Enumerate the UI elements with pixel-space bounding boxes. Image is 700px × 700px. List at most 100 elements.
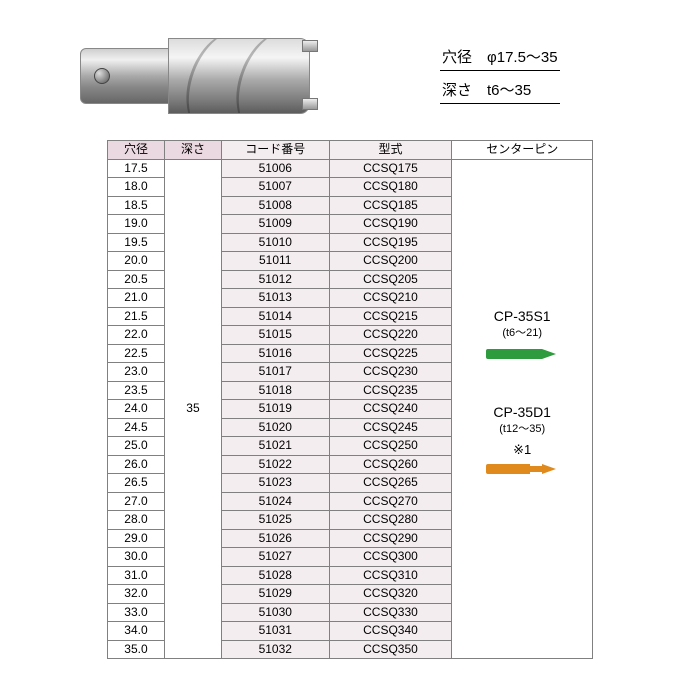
cell-diameter: 20.5 <box>108 270 165 289</box>
cell-code: 51007 <box>221 178 329 197</box>
cell-model: CCSQ310 <box>329 566 452 585</box>
cell-diameter: 22.5 <box>108 344 165 363</box>
tool-illustration <box>80 20 320 130</box>
cell-model: CCSQ265 <box>329 474 452 493</box>
centerpin-2-sub: (t12～35) <box>452 421 592 439</box>
top-section: 穴径 φ17.5～35 深さ t6～35 <box>0 0 700 140</box>
cell-diameter: 18.0 <box>108 178 165 197</box>
cell-code: 51024 <box>221 492 329 511</box>
cell-diameter: 28.0 <box>108 511 165 530</box>
cell-diameter: 26.5 <box>108 474 165 493</box>
cell-diameter: 33.0 <box>108 603 165 622</box>
spec-table: 穴径 深さ コード番号 型式 センターピン 17.53551006CCSQ175… <box>107 140 593 659</box>
th-code: コード番号 <box>221 141 329 160</box>
cell-code: 51023 <box>221 474 329 493</box>
cell-code: 51020 <box>221 418 329 437</box>
centerpin-2: CP-35D1(t12～35) ※1 <box>452 404 592 477</box>
cell-code: 51028 <box>221 566 329 585</box>
cell-model: CCSQ270 <box>329 492 452 511</box>
cell-code: 51021 <box>221 437 329 456</box>
cell-code: 51009 <box>221 215 329 234</box>
cell-code: 51014 <box>221 307 329 326</box>
centerpin-2-note: ※1 <box>452 441 592 459</box>
cell-model: CCSQ320 <box>329 585 452 604</box>
cell-code: 51015 <box>221 326 329 345</box>
cell-diameter: 24.0 <box>108 400 165 419</box>
cell-code: 51032 <box>221 640 329 659</box>
cell-diameter: 19.0 <box>108 215 165 234</box>
spec-lines: 穴径 φ17.5～35 深さ t6～35 <box>440 44 560 110</box>
th-centerpin: センターピン <box>452 141 593 160</box>
cell-model: CCSQ280 <box>329 511 452 530</box>
cell-code: 51018 <box>221 381 329 400</box>
cell-model: CCSQ225 <box>329 344 452 363</box>
cell-diameter: 17.5 <box>108 159 165 178</box>
cell-model: CCSQ185 <box>329 196 452 215</box>
cell-diameter: 23.5 <box>108 381 165 400</box>
cell-diameter: 19.5 <box>108 233 165 252</box>
centerpin-1-icon <box>486 347 558 361</box>
cell-diameter: 23.0 <box>108 363 165 382</box>
cell-model: CCSQ195 <box>329 233 452 252</box>
cell-model: CCSQ290 <box>329 529 452 548</box>
cell-model: CCSQ205 <box>329 270 452 289</box>
cell-diameter: 34.0 <box>108 622 165 641</box>
table-row: 17.53551006CCSQ175CP-35S1(t6～21)CP-35D1(… <box>108 159 593 178</box>
cell-code: 51025 <box>221 511 329 530</box>
cell-code: 51031 <box>221 622 329 641</box>
spec-depth: 深さ t6～35 <box>440 77 560 104</box>
cell-diameter: 26.0 <box>108 455 165 474</box>
centerpin-2-label: CP-35D1 <box>452 404 592 422</box>
cell-diameter: 24.5 <box>108 418 165 437</box>
centerpin-1-sub: (t6～21) <box>452 325 592 343</box>
cell-model: CCSQ200 <box>329 252 452 271</box>
cell-code: 51010 <box>221 233 329 252</box>
cell-diameter: 21.5 <box>108 307 165 326</box>
table-body: 17.53551006CCSQ175CP-35S1(t6～21)CP-35D1(… <box>108 159 593 659</box>
cell-code: 51006 <box>221 159 329 178</box>
cell-diameter: 18.5 <box>108 196 165 215</box>
cell-code: 51030 <box>221 603 329 622</box>
cell-centerpin-merged: CP-35S1(t6～21) CP-35D1(t12～35) ※1 <box>452 159 593 659</box>
cell-model: CCSQ215 <box>329 307 452 326</box>
cell-model: CCSQ340 <box>329 622 452 641</box>
cell-model: CCSQ260 <box>329 455 452 474</box>
th-depth: 深さ <box>164 141 221 160</box>
cell-depth-merged: 35 <box>164 159 221 659</box>
centerpin-2-icon <box>486 462 558 476</box>
cell-diameter: 21.0 <box>108 289 165 308</box>
cell-code: 51008 <box>221 196 329 215</box>
cell-diameter: 35.0 <box>108 640 165 659</box>
cell-diameter: 25.0 <box>108 437 165 456</box>
cell-model: CCSQ230 <box>329 363 452 382</box>
cell-code: 51026 <box>221 529 329 548</box>
cell-model: CCSQ175 <box>329 159 452 178</box>
cell-model: CCSQ240 <box>329 400 452 419</box>
cell-code: 51012 <box>221 270 329 289</box>
cell-code: 51027 <box>221 548 329 567</box>
centerpin-1: CP-35S1(t6～21) <box>452 308 592 361</box>
centerpin-1-label: CP-35S1 <box>452 308 592 326</box>
cell-code: 51022 <box>221 455 329 474</box>
cell-model: CCSQ235 <box>329 381 452 400</box>
cell-code: 51013 <box>221 289 329 308</box>
spec-diameter: 穴径 φ17.5～35 <box>440 44 560 71</box>
cell-model: CCSQ190 <box>329 215 452 234</box>
cell-model: CCSQ250 <box>329 437 452 456</box>
th-diameter: 穴径 <box>108 141 165 160</box>
cell-model: CCSQ210 <box>329 289 452 308</box>
cell-model: CCSQ350 <box>329 640 452 659</box>
cell-diameter: 32.0 <box>108 585 165 604</box>
table-header-row: 穴径 深さ コード番号 型式 センターピン <box>108 141 593 160</box>
cell-code: 51029 <box>221 585 329 604</box>
cell-code: 51011 <box>221 252 329 271</box>
cell-code: 51017 <box>221 363 329 382</box>
cell-diameter: 27.0 <box>108 492 165 511</box>
spec-table-wrap: 穴径 深さ コード番号 型式 センターピン 17.53551006CCSQ175… <box>107 140 593 659</box>
cell-diameter: 29.0 <box>108 529 165 548</box>
cell-model: CCSQ330 <box>329 603 452 622</box>
th-model: 型式 <box>329 141 452 160</box>
cell-diameter: 20.0 <box>108 252 165 271</box>
cell-model: CCSQ220 <box>329 326 452 345</box>
cell-code: 51019 <box>221 400 329 419</box>
